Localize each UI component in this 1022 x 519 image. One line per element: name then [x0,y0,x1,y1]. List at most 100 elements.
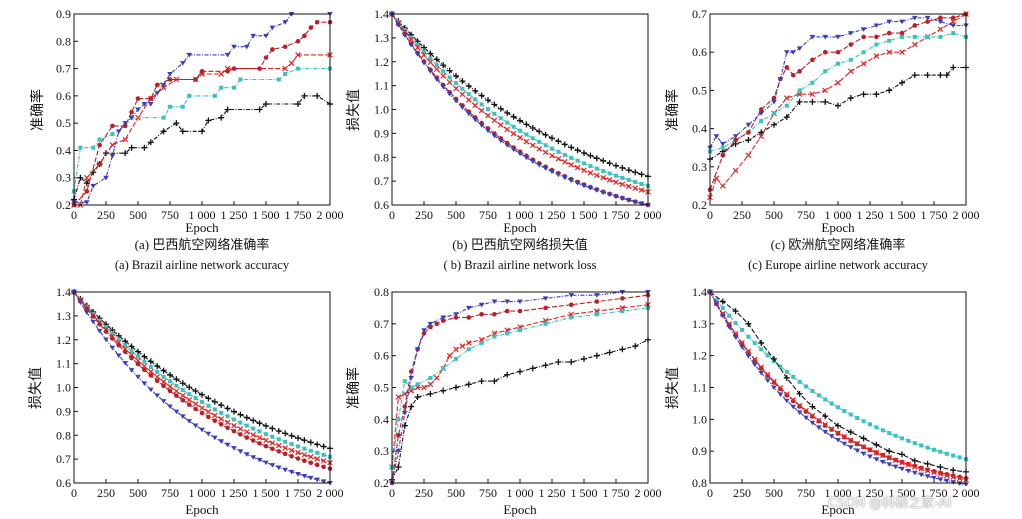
data-point-black [771,355,777,362]
data-point-darkred [835,49,841,55]
data-point-black [924,460,931,467]
data-point-red [453,85,459,92]
data-point-darkred [784,65,790,70]
y-tick-label: 0.6 [56,89,71,103]
data-point-red [956,475,963,482]
panel-f-xlabel: Epoch [821,502,855,517]
data-point-cyan [123,343,128,348]
data-point-red [395,394,402,400]
x-tick-label: 2 000 [953,208,980,222]
data-point-cyan [161,374,166,379]
data-point-red [237,426,244,432]
data-point-blue [790,50,796,55]
data-point-cyan [759,347,764,352]
data-point-cyan [441,366,446,371]
data-point-black [719,298,726,305]
data-point-darkred [97,142,102,148]
data-point-cyan [498,116,503,121]
data-point-blue [173,409,180,415]
data-point-darkred [225,425,230,431]
y-tick-label: 0.7 [56,452,71,466]
data-point-cyan [925,445,930,450]
data-point-black [822,98,829,105]
data-point-red [536,146,543,152]
data-point-black [122,150,129,157]
y-tick-label: 0.9 [692,444,707,458]
data-point-blue [180,414,186,420]
data-point-black [160,128,167,135]
data-point-red [931,469,937,476]
series-blue [707,290,969,486]
data-point-darkred [797,69,802,74]
x-tick-label: 1 000 [189,208,216,222]
data-point-black [809,403,816,410]
data-point-red [854,440,861,447]
data-point-cyan [505,120,510,125]
data-point-blue [732,134,739,139]
data-point-cyan [791,374,796,379]
data-point-darkred [186,402,192,407]
y-tick-label: 1.1 [56,357,71,371]
data-point-cyan [97,137,102,142]
data-point-blue [771,385,777,391]
series-black [707,64,969,163]
data-point-blue [498,138,504,144]
data-point-darkred [84,306,90,312]
data-point-blue [485,128,491,134]
data-point-red [433,66,440,73]
data-point-blue [167,404,173,410]
data-point-darkred [784,392,790,398]
data-point-cyan [556,149,561,154]
data-point-cyan [575,158,580,163]
data-point-cyan [530,136,535,141]
data-point-black [307,439,314,446]
data-point-black [147,358,154,365]
data-point-blue [758,111,764,116]
data-point-darkred [543,305,548,311]
data-point-black [587,152,594,159]
y-tick-label: 0.2 [56,198,71,212]
x-tick-label: 2 000 [317,208,344,222]
data-point-blue [109,153,116,159]
data-point-cyan [951,31,956,36]
data-point-red [937,471,944,477]
data-point-black [408,403,415,410]
plot-frame [709,291,967,484]
data-point-red [625,183,632,190]
data-point-red [231,422,237,429]
data-point-darkred [594,299,600,304]
x-tick-label: 750 [797,208,815,222]
data-point-darkred [790,398,796,404]
data-point-red [809,91,816,98]
data-point-cyan [836,405,840,410]
data-point-black [122,338,129,345]
data-point-blue [562,175,568,181]
data-point-red [243,429,250,435]
data-point-blue [135,107,141,113]
data-point-blue [758,370,764,376]
data-point-darkred [733,137,738,143]
data-point-cyan [607,171,612,176]
x-tick-label: 1 000 [507,486,534,500]
data-point-blue [841,441,848,447]
x-tick-label: 500 [765,486,783,500]
data-point-red [275,442,282,449]
data-point-cyan [422,49,426,54]
y-tick-label: 1.1 [374,79,389,93]
data-point-blue [90,319,96,325]
data-point-blue [873,457,880,462]
data-point-cyan [168,379,172,384]
data-point-darkred [620,296,625,301]
data-point-cyan [161,115,166,120]
data-point-darkred [810,414,815,419]
panel-c-caption-en: (c) Europe airline network accuracy [748,258,929,272]
x-tick-label: 250 [733,486,751,500]
x-tick-label: 250 [733,208,751,222]
data-point-cyan [932,447,936,452]
y-tick-label: 0.9 [56,7,71,21]
data-point-cyan [740,327,744,332]
y-tick-label: 1.2 [374,55,389,69]
data-point-red [173,388,180,394]
data-point-darkred [479,311,484,317]
